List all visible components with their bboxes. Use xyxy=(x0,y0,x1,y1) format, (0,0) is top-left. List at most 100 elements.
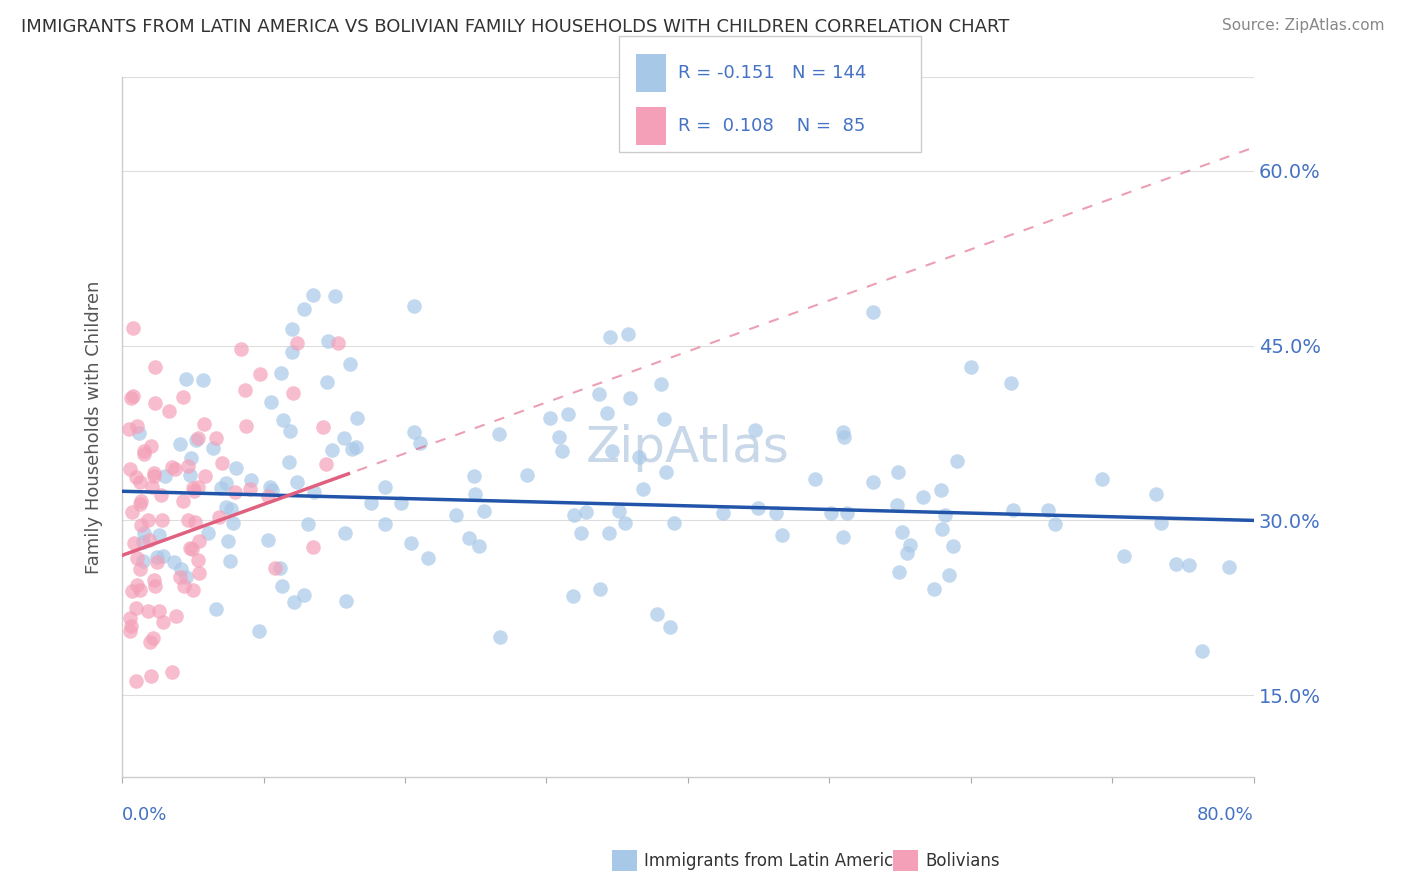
Point xyxy=(148,604,170,618)
Point xyxy=(360,496,382,510)
Point xyxy=(194,469,217,483)
Point xyxy=(128,426,150,441)
Point xyxy=(118,610,141,624)
Point xyxy=(945,454,967,468)
Point xyxy=(256,533,278,547)
Point xyxy=(264,561,287,575)
Point xyxy=(837,506,859,520)
Point xyxy=(588,387,610,401)
Point xyxy=(271,412,294,426)
Point xyxy=(896,546,918,560)
Point xyxy=(229,342,252,356)
Point xyxy=(404,299,426,313)
Point xyxy=(174,372,197,386)
Text: Source: ZipAtlas.com: Source: ZipAtlas.com xyxy=(1222,18,1385,33)
Point xyxy=(181,583,204,598)
Point xyxy=(136,513,159,527)
Point xyxy=(118,624,141,638)
Text: R = -0.151   N = 144: R = -0.151 N = 144 xyxy=(678,64,866,82)
Point xyxy=(1150,516,1173,531)
Point xyxy=(346,410,368,425)
Point xyxy=(225,460,247,475)
Point xyxy=(124,601,146,615)
Point xyxy=(184,515,207,529)
Point xyxy=(569,525,592,540)
Point xyxy=(121,583,143,598)
Point xyxy=(321,442,343,457)
Point xyxy=(180,541,202,556)
Point xyxy=(132,525,155,540)
Point xyxy=(132,444,155,458)
Point xyxy=(934,508,956,522)
Point xyxy=(240,473,263,487)
Point xyxy=(181,482,204,496)
Point xyxy=(125,470,148,484)
Point xyxy=(886,498,908,512)
Point xyxy=(208,510,231,524)
Point xyxy=(141,480,163,494)
Point xyxy=(249,624,271,639)
Point xyxy=(959,360,981,375)
Point xyxy=(160,665,183,679)
Point xyxy=(1144,487,1167,501)
Point xyxy=(174,570,197,584)
Point xyxy=(169,570,191,584)
Point xyxy=(270,366,292,380)
Point xyxy=(399,535,422,549)
Point xyxy=(416,551,439,566)
Point xyxy=(187,431,209,445)
Text: Immigrants from Latin America: Immigrants from Latin America xyxy=(644,852,903,870)
Point xyxy=(1191,644,1213,658)
Point xyxy=(145,555,167,569)
Point xyxy=(297,517,319,532)
Text: Bolivians: Bolivians xyxy=(925,852,1000,870)
Point xyxy=(931,522,953,536)
Point xyxy=(271,579,294,593)
Point xyxy=(468,540,491,554)
Point xyxy=(444,508,467,523)
Point xyxy=(887,566,910,580)
Text: 0.0%: 0.0% xyxy=(122,806,167,824)
Point xyxy=(464,487,486,501)
Point xyxy=(862,305,884,319)
Point xyxy=(211,456,233,470)
Point xyxy=(557,407,579,421)
Point xyxy=(516,468,538,483)
Point xyxy=(488,426,510,441)
Point xyxy=(922,582,945,597)
Point xyxy=(222,516,245,530)
Point xyxy=(1114,549,1136,563)
Point xyxy=(662,516,685,531)
Point xyxy=(458,531,481,545)
Point xyxy=(633,482,655,496)
Point xyxy=(311,419,333,434)
Point xyxy=(548,430,571,444)
Point xyxy=(820,506,842,520)
Point xyxy=(173,579,195,593)
Point xyxy=(260,483,283,498)
Point xyxy=(118,462,141,476)
Point xyxy=(142,466,165,480)
Point xyxy=(374,516,396,531)
Point xyxy=(142,631,165,645)
Point xyxy=(596,405,619,419)
Point xyxy=(1218,560,1240,574)
Point xyxy=(538,410,561,425)
Point xyxy=(165,608,187,623)
Point xyxy=(617,326,640,341)
Point xyxy=(122,535,145,549)
Point xyxy=(929,483,952,497)
Point xyxy=(488,630,510,644)
Point xyxy=(599,330,621,344)
Point xyxy=(1091,472,1114,486)
Point xyxy=(219,501,242,516)
Point xyxy=(131,518,153,533)
Point xyxy=(160,459,183,474)
Point xyxy=(561,589,583,603)
Point xyxy=(143,359,166,374)
Point xyxy=(193,373,215,387)
Point xyxy=(304,485,326,500)
Point xyxy=(277,454,299,468)
Point xyxy=(187,533,209,548)
Point xyxy=(302,288,325,302)
